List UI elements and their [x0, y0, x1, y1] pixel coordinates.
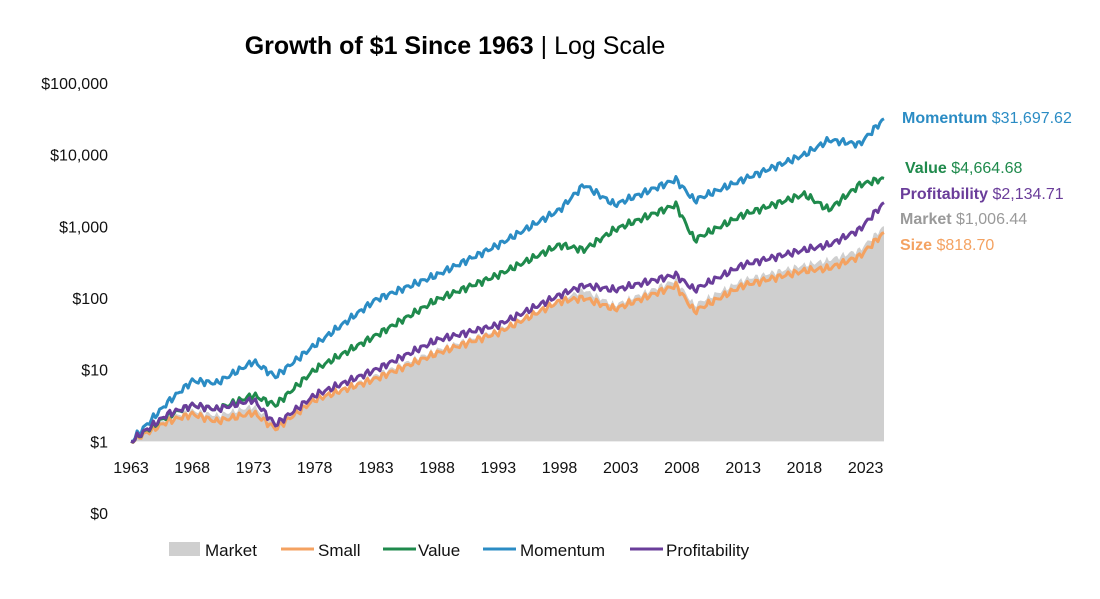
legend-item-momentum: Momentum — [483, 541, 605, 560]
profitability-series-line — [130, 201, 885, 444]
x-tick-label: 1978 — [297, 460, 333, 477]
y-tick-label: $10,000 — [50, 148, 108, 165]
end-label-value: $4,664.68 — [947, 160, 1023, 177]
x-tick-label: 1963 — [113, 460, 149, 477]
x-tick-label: 1983 — [358, 460, 394, 477]
legend-label: Value — [418, 541, 460, 560]
end-label-momentum: Momentum $31,697.62 — [902, 110, 1072, 127]
x-axis: 1963 1968 1973 1978 1983 1988 1993 1998 2003 2008… — [113, 460, 883, 477]
y-tick-label: $1,000 — [59, 219, 108, 236]
legend-item-market: Market — [169, 541, 257, 560]
end-label-name: Market — [900, 211, 952, 228]
end-label-market: Market $1,006.44 — [900, 211, 1027, 228]
end-label-name: Profitability — [900, 186, 988, 203]
end-label-value: $1,006.44 — [952, 211, 1028, 228]
end-label-value: $2,134.71 — [988, 186, 1064, 203]
y-axis: $100,000 $10,000 $1,000 $100 $10 $1 $0 — [41, 76, 108, 523]
chart-title: Growth of $1 Since 1963 | Log Scale — [245, 32, 666, 60]
x-tick-label: 2018 — [787, 460, 823, 477]
y-tick-label: $10 — [81, 363, 108, 380]
end-labels: Momentum $31,697.62 Value $4,664.68 Profit… — [900, 110, 1072, 254]
x-tick-label: 1973 — [236, 460, 272, 477]
legend-item-value: Value — [383, 541, 460, 560]
legend-label: Profitability — [666, 541, 750, 560]
end-label-value: Value $4,664.68 — [905, 160, 1023, 177]
end-label-name: Value — [905, 160, 947, 177]
x-tick-label: 2013 — [725, 460, 761, 477]
x-tick-label: 2008 — [664, 460, 700, 477]
x-tick-label: 1993 — [481, 460, 517, 477]
legend: Market Small Value Momentum Profitability — [169, 541, 750, 560]
value-series-line — [130, 176, 885, 444]
legend-label: Small — [318, 541, 361, 560]
x-tick-label: 1968 — [174, 460, 210, 477]
end-label-profitability: Profitability $2,134.71 — [900, 186, 1064, 203]
x-tick-label: 2023 — [848, 460, 884, 477]
small-series-line — [130, 231, 885, 444]
end-label-name: Size — [900, 237, 932, 254]
y-tick-label: $100 — [72, 291, 108, 308]
y-tick-label: $100,000 — [41, 76, 108, 93]
end-label-value: $818.70 — [932, 237, 994, 254]
momentum-series-line — [130, 117, 885, 443]
chart-title-bold: Growth of $1 Since 1963 — [245, 32, 534, 60]
x-tick-label: 1988 — [419, 460, 455, 477]
legend-label: Market — [205, 541, 257, 560]
y-tick-label: $0 — [90, 506, 108, 523]
legend-item-small: Small — [281, 541, 361, 560]
legend-label: Momentum — [520, 541, 605, 560]
x-tick-label: 1998 — [542, 460, 578, 477]
x-tick-label: 2003 — [603, 460, 639, 477]
end-label-size: Size $818.70 — [900, 237, 994, 254]
legend-item-profitability: Profitability — [630, 541, 750, 560]
chart-title-subtitle: | Log Scale — [534, 32, 666, 60]
plot-area — [130, 117, 885, 444]
market-series-area — [131, 226, 884, 443]
y-tick-label: $1 — [90, 434, 108, 451]
legend-swatch — [169, 542, 200, 556]
end-label-name: Momentum — [902, 110, 987, 127]
end-label-value: $31,697.62 — [987, 110, 1072, 127]
